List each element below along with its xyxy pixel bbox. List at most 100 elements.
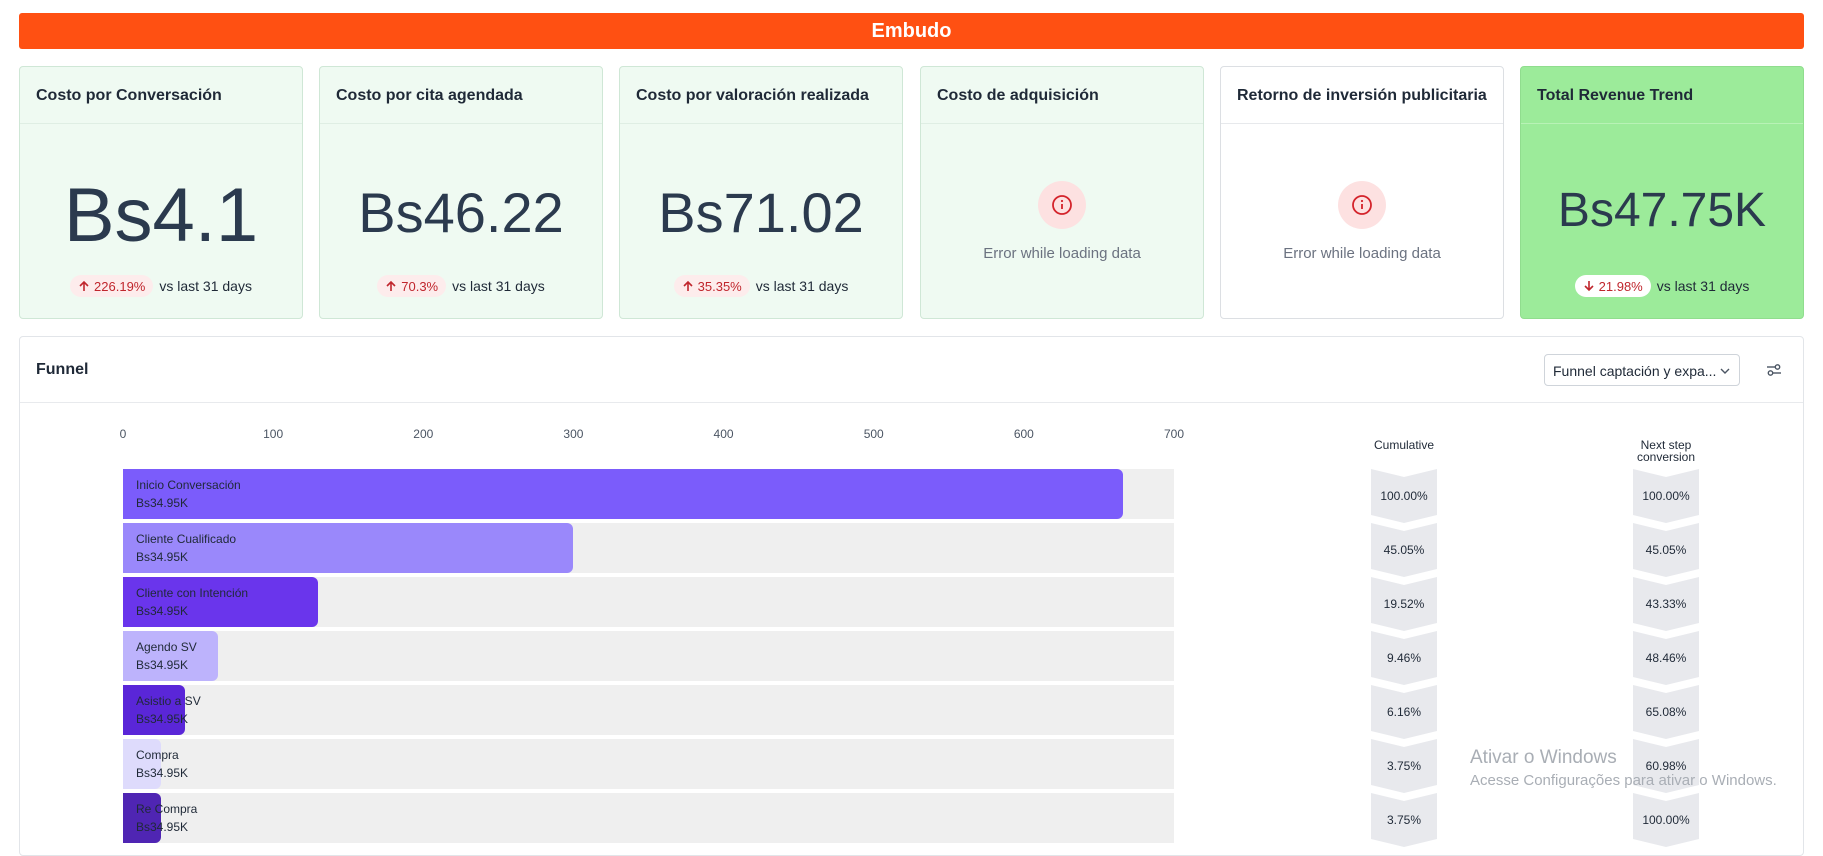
x-axis-tick: 100 (263, 427, 284, 441)
next-step-cell: 100.00% (1633, 793, 1699, 847)
kpi-card-costo-adquisicion[interactable]: Costo de adquisición Error while loading… (920, 66, 1204, 319)
kpi-compare-text: vs last 31 days (755, 278, 849, 294)
x-axis-tick: 400 (713, 427, 734, 441)
funnel-bar-label: Inicio Conversación Bs34.95K (136, 476, 241, 512)
funnel-stage-name: Agendo SV (136, 640, 197, 654)
kpi-title: Costo por cita agendada (320, 67, 602, 124)
next-step-header-line2: conversion (1636, 450, 1696, 464)
error-message: Error while loading data (1283, 245, 1441, 262)
kpi-title: Costo por Conversación (20, 67, 302, 124)
kpi-card-costo-conversacion[interactable]: Costo por Conversación Bs4.1 226.19% vs … (19, 66, 303, 319)
arrow-up-icon (386, 280, 396, 291)
funnel-bar[interactable] (123, 523, 574, 573)
section-title: Embudo (871, 19, 952, 42)
funnel-bar-track (123, 739, 1174, 789)
funnel-panel-header: Funnel Funnel captación y expa... (20, 337, 1803, 403)
x-axis-tick: 600 (1013, 427, 1034, 441)
funnel-stage-name: Re Compra (136, 802, 198, 816)
funnel-bar-track (123, 685, 1174, 735)
error-icon (1338, 181, 1386, 229)
cumulative-cell: 45.05% (1371, 523, 1437, 577)
next-step-cell: 60.98% (1633, 739, 1699, 793)
error-icon (1038, 181, 1086, 229)
error-message: Error while loading data (983, 245, 1141, 262)
sliders-icon (1767, 364, 1781, 376)
funnel-bar-track (123, 631, 1174, 681)
kpi-cards: Costo por Conversación Bs4.1 226.19% vs … (19, 66, 1804, 319)
funnel-stage-name: Compra (136, 748, 179, 762)
kpi-card-costo-valoracion[interactable]: Costo por valoración realizada Bs71.02 3… (619, 66, 903, 319)
kpi-title: Costo de adquisición (921, 67, 1203, 124)
next-step-header: Next step conversion (1616, 439, 1716, 463)
kpi-title: Total Revenue Trend (1521, 67, 1803, 124)
cumulative-cell: 3.75% (1371, 793, 1437, 847)
chevron-down-icon (1720, 368, 1730, 374)
filter-settings-button[interactable] (1763, 359, 1785, 381)
cumulative-cell: 100.00% (1371, 469, 1437, 523)
kpi-delta-badge: 226.19% (70, 275, 154, 297)
kpi-delta-value: 70.3% (401, 278, 439, 294)
funnel-bar-label: Cliente con Intención Bs34.95K (136, 584, 248, 620)
funnel-bar-label: Compra Bs34.95K (136, 746, 188, 782)
next-step-header-line1: Next step (1640, 438, 1692, 452)
funnel-bar-label: Asistio a SV Bs34.95K (136, 692, 201, 728)
cumulative-header: Cumulative (1373, 438, 1435, 452)
funnel-stage-value: Bs34.95K (136, 766, 189, 780)
kpi-delta-value: 35.35% (697, 278, 742, 294)
kpi-title: Retorno de inversión publicitaria (1221, 67, 1503, 124)
funnel-stage-value: Bs34.95K (136, 712, 189, 726)
kpi-compare-text: vs last 31 days (1656, 278, 1750, 294)
kpi-delta-row: 21.98% vs last 31 days (1521, 275, 1803, 297)
funnel-stage-name: Asistio a SV (136, 694, 201, 708)
kpi-card-retorno-inversion[interactable]: Retorno de inversión publicitaria Error … (1220, 66, 1504, 319)
x-axis-tick: 300 (563, 427, 584, 441)
funnel-bar-label: Cliente Cualificado Bs34.95K (136, 530, 236, 566)
funnel-bar-label: Re Compra Bs34.95K (136, 800, 197, 836)
funnel-bar[interactable] (123, 469, 1123, 519)
kpi-delta-row: 70.3% vs last 31 days (320, 275, 602, 297)
kpi-delta-badge: 70.3% (377, 275, 447, 297)
error-state: Error while loading data (921, 181, 1203, 262)
kpi-delta-row: 35.35% vs last 31 days (620, 275, 902, 297)
kpi-compare-text: vs last 31 days (159, 278, 252, 294)
kpi-card-costo-cita[interactable]: Costo por cita agendada Bs46.22 70.3% vs… (319, 66, 603, 319)
funnel-stage-name: Cliente con Intención (136, 586, 249, 600)
funnel-bar[interactable] (123, 631, 218, 681)
windows-activation-title: Ativar o Windows (1470, 747, 1617, 768)
funnel-bar-track (123, 793, 1174, 843)
kpi-value: Bs46.22 (358, 181, 564, 244)
kpi-delta-badge: 35.35% (673, 275, 750, 297)
kpi-card-total-revenue[interactable]: Total Revenue Trend Bs47.75K 21.98% vs l… (1520, 66, 1804, 319)
next-step-cell: 65.08% (1633, 685, 1699, 739)
funnel-bar[interactable] (123, 739, 161, 789)
kpi-value: Bs71.02 (658, 181, 864, 244)
funnel-stage-name: Inicio Conversación (136, 478, 241, 492)
funnel-stage-value: Bs34.95K (136, 604, 189, 618)
kpi-delta-badge: 21.98% (1574, 275, 1651, 297)
kpi-compare-text: vs last 31 days (452, 278, 545, 294)
funnel-stage-value: Bs34.95K (136, 658, 189, 672)
arrow-up-icon (683, 280, 693, 291)
next-step-cell: 45.05% (1633, 523, 1699, 577)
funnel-bar[interactable] (123, 577, 319, 627)
kpi-value: Bs47.75K (1557, 184, 1767, 237)
arrow-down-icon (1584, 281, 1594, 292)
cumulative-cell: 9.46% (1371, 631, 1437, 685)
funnel-bar[interactable] (123, 793, 161, 843)
funnel-bar[interactable] (123, 685, 185, 735)
funnel-select[interactable]: Funnel captación y expa... (1544, 354, 1740, 386)
funnel-select-value: Funnel captación y expa... (1553, 363, 1717, 379)
funnel-stage-value: Bs34.95K (136, 820, 189, 834)
cumulative-cell: 19.52% (1371, 577, 1437, 631)
funnel-title: Funnel (36, 361, 89, 378)
next-step-cell: 48.46% (1633, 631, 1699, 685)
x-axis-tick: 700 (1163, 427, 1185, 441)
funnel-stage-value: Bs34.95K (136, 550, 189, 564)
x-axis-tick: 500 (863, 427, 884, 441)
windows-activation-text: Acesse Configurações para ativar o Windo… (1470, 772, 1777, 789)
funnel-stage-value: Bs34.95K (136, 496, 189, 510)
x-axis-tick: 0 (119, 427, 127, 441)
funnel-bar-label: Agendo SV Bs34.95K (136, 638, 197, 674)
kpi-delta-value: 226.19% (94, 278, 146, 294)
cumulative-cell: 6.16% (1371, 685, 1437, 739)
